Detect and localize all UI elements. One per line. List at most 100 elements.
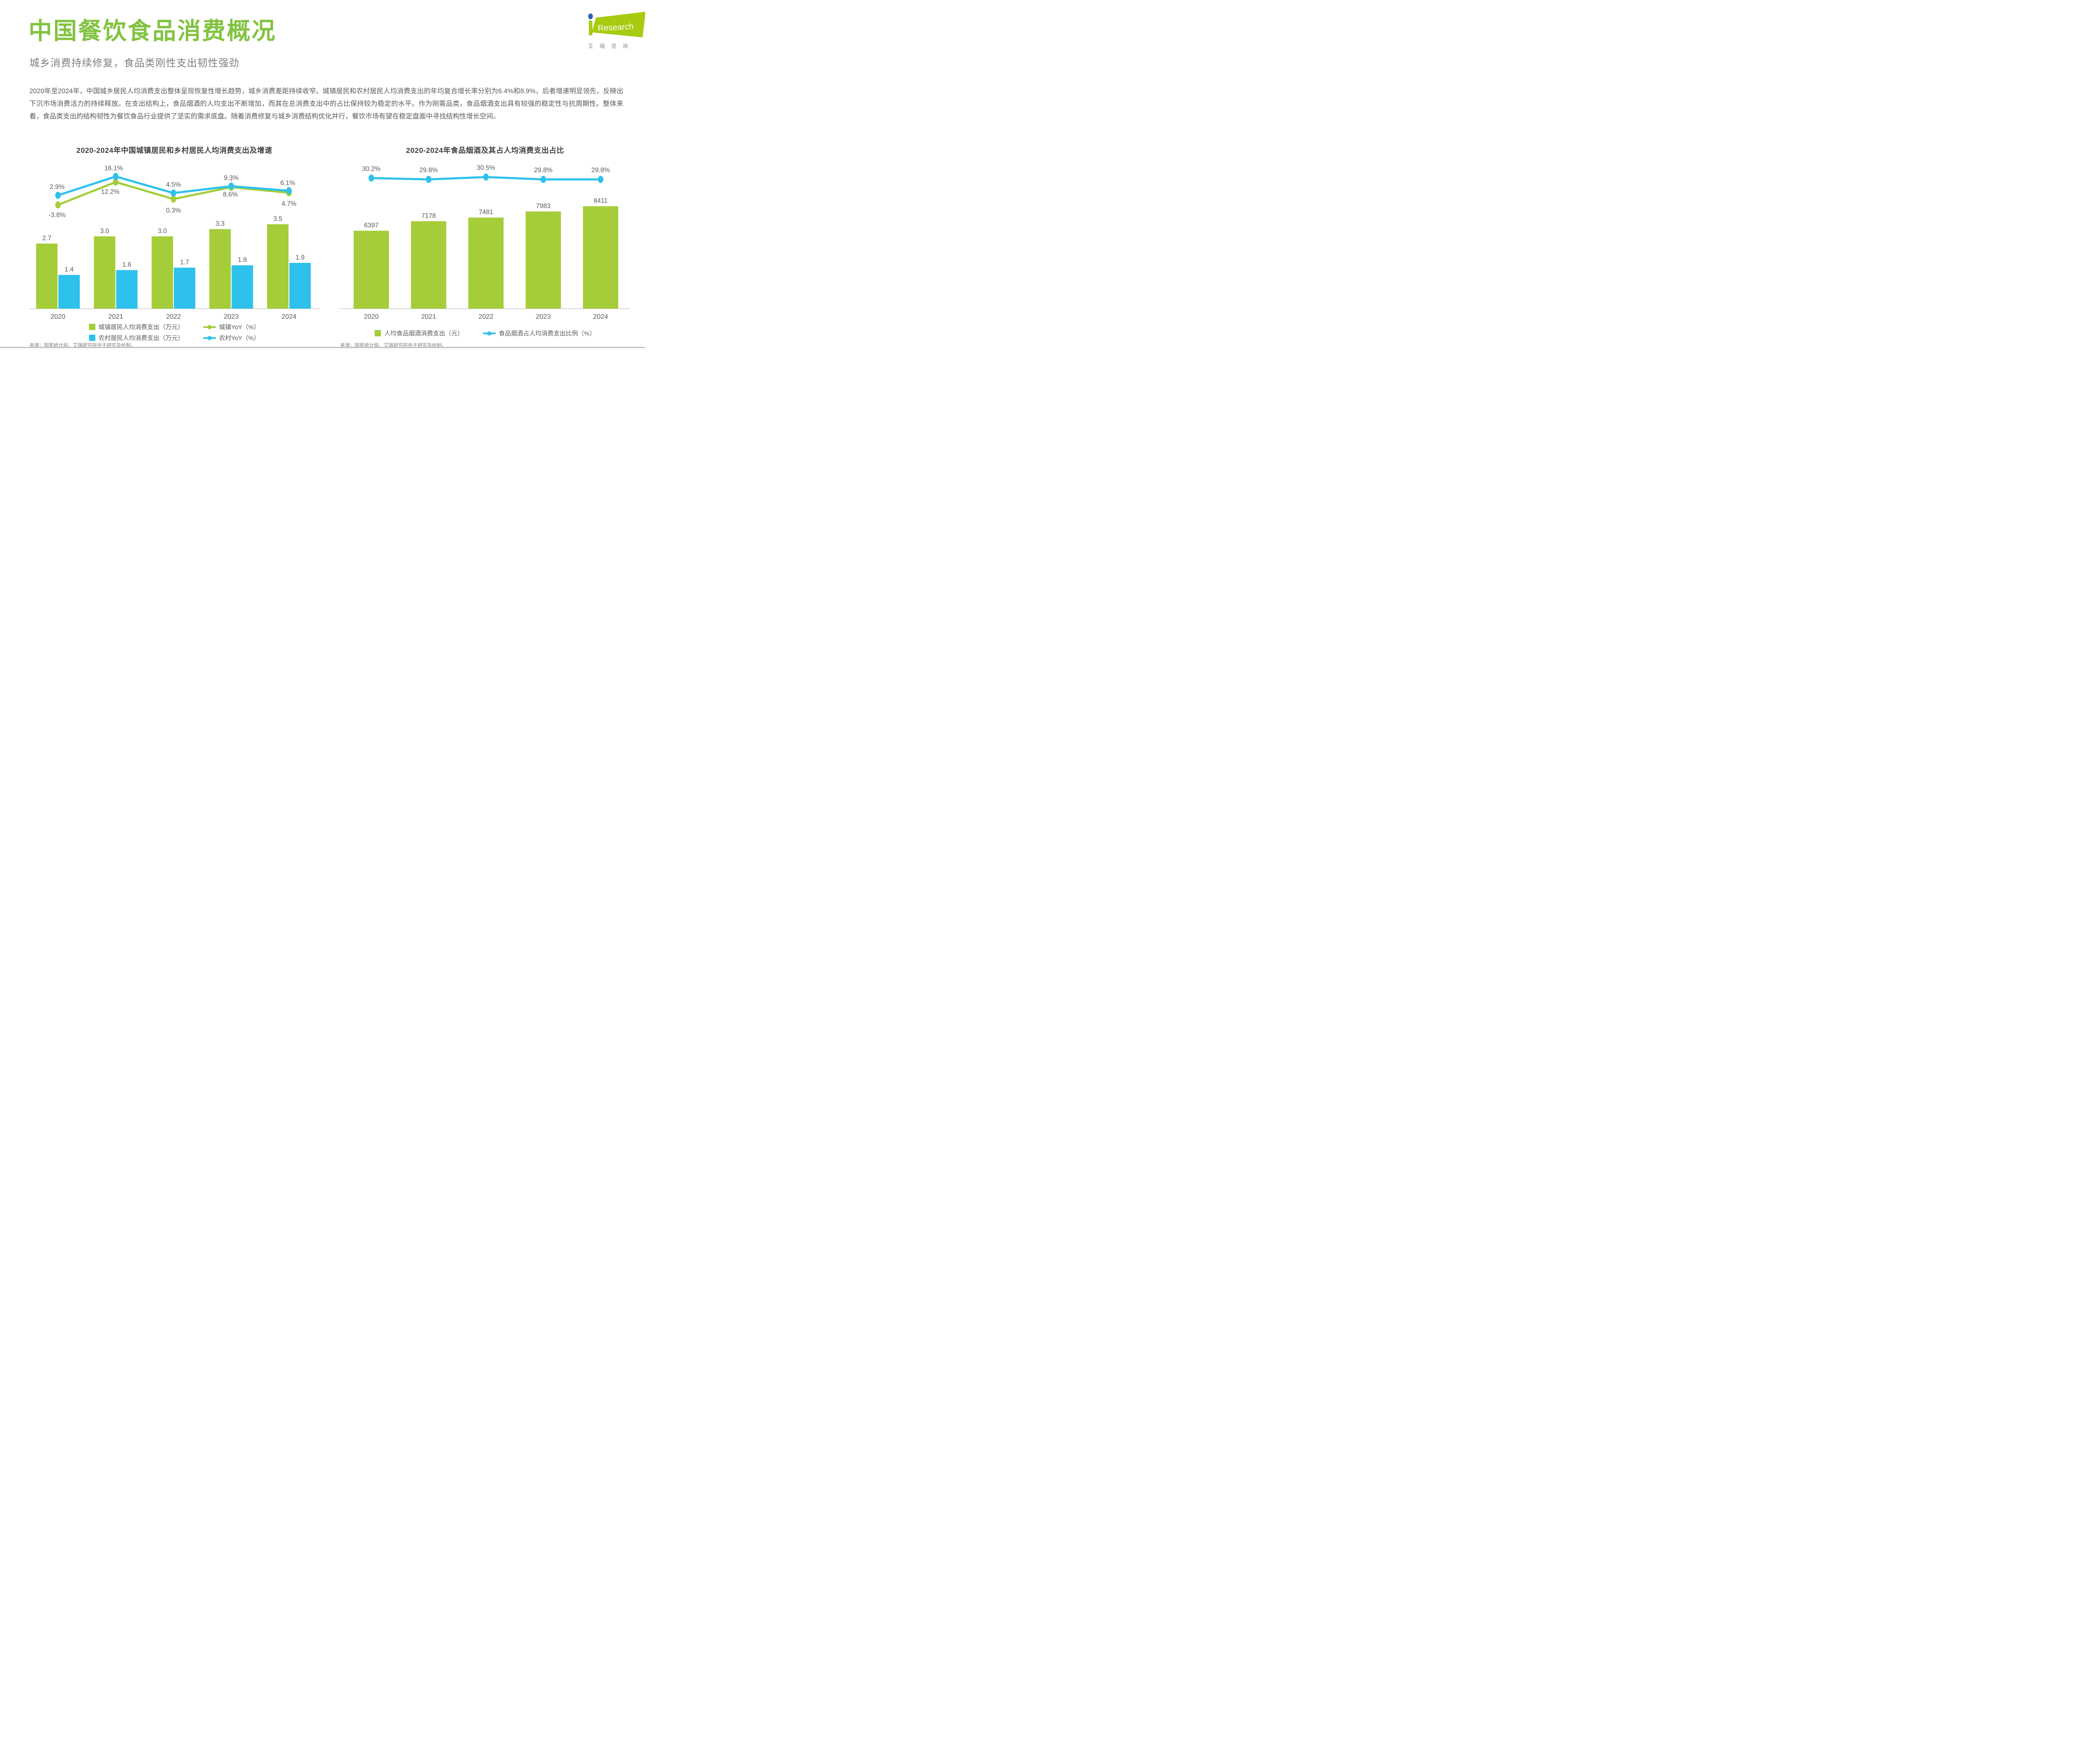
line-value-label: 2.9% [50, 184, 65, 191]
logo-i-dot-icon [588, 13, 593, 19]
bar-value-label: 7178 [421, 212, 436, 220]
bar [174, 268, 195, 309]
data-point [426, 176, 431, 183]
bar [231, 265, 253, 309]
bar [525, 211, 561, 309]
data-point [598, 176, 604, 183]
x-axis-label: 2023 [224, 313, 239, 320]
bar-value-label: 2.7 [42, 235, 52, 242]
bar-value-label: 1.8 [238, 257, 247, 264]
bar-value-label: 8411 [593, 197, 607, 205]
bar-value-label: 3.5 [273, 215, 283, 223]
bar-value-label: 1.9 [296, 254, 305, 261]
data-point [171, 189, 176, 197]
line-value-label: 0.3% [166, 207, 181, 214]
report-slide: 中国餐饮食品消费概况 城乡消费持续修复，食品类刚性支出韧性强劲 2020年至20… [0, 0, 645, 349]
legend-item: 城镇居民人均消费支出（万元） [89, 323, 184, 331]
right-chart-legend: 人均食品烟酒消费支出（元） 食品烟酒占人均消费支出比例（%） [340, 329, 630, 338]
legend-bar-swatch-icon [89, 335, 95, 341]
bar-value-label: 3.0 [158, 228, 167, 235]
line-value-label: 4.7% [281, 200, 297, 207]
line-value-label: 6.1% [280, 179, 295, 186]
legend-item: 人均食品烟酒消费支出（元） [375, 329, 464, 338]
iresearch-logo: Research 艾瑞咨询 [586, 11, 645, 50]
logo-caption: 艾瑞咨询 [588, 43, 635, 49]
logo-i-stem [589, 21, 593, 35]
page-subtitle: 城乡消费持续修复，食品类刚性支出韧性强劲 [29, 58, 239, 69]
left-chart-legend: 城镇居民人均消费支出（万元） 城镇YoY（%） 农村居民人均消费支出（万元） 农村Yo… [29, 323, 319, 342]
bar-value-label: 1.6 [122, 261, 131, 268]
line-value-label: 12.2% [101, 189, 120, 196]
legend-row: 农村居民人均消费支出（万元） 农村YoY（%） [29, 333, 319, 342]
intro-paragraph: 2020年至2024年，中国城乡居民人均消费支出整体呈现恢复性增长趋势，城乡消费… [29, 88, 623, 120]
bar-value-label: 7983 [536, 203, 550, 210]
line-value-label: 29.8% [591, 167, 610, 174]
left-chart-title: 2020-2024年中国城镇居民和乡村居民人均消费支出及增速 [76, 146, 273, 155]
iresearch-logo-icon: Research [588, 12, 645, 37]
footer-divider [0, 347, 645, 348]
data-point [286, 187, 292, 194]
bar [209, 229, 231, 309]
bar-value-label: 1.4 [65, 266, 74, 273]
page-title: 中国餐饮食品消费概况 [29, 18, 276, 44]
line-value-label: 8.6% [223, 191, 238, 198]
legend-label: 人均食品烟酒消费支出（元） [384, 330, 464, 337]
legend-line-swatch-icon [203, 335, 216, 341]
legend-row: 城镇居民人均消费支出（万元） 城镇YoY（%） [29, 323, 319, 331]
x-axis-label: 2023 [536, 313, 551, 320]
data-point [113, 173, 118, 180]
legend-label: 城镇YoY（%） [219, 324, 260, 331]
x-axis-label: 2022 [166, 313, 181, 320]
legend-bar-swatch-icon [89, 324, 95, 330]
legend-line-swatch-icon [203, 324, 216, 330]
line-value-label: 30.2% [362, 165, 381, 173]
x-axis-label: 2024 [281, 313, 297, 320]
data-point [55, 191, 61, 199]
logo-brand-text: Research [598, 22, 634, 33]
legend-label: 农村YoY（%） [219, 335, 260, 342]
x-axis-label: 2021 [421, 313, 436, 320]
logo-trapezoid-shape [592, 12, 645, 37]
line-value-label: 29.8% [534, 167, 553, 174]
legend-item: 城镇YoY（%） [203, 323, 260, 331]
x-axis-label: 2020 [50, 313, 66, 320]
x-axis-label: 2022 [478, 313, 494, 320]
legend-item: 农村YoY（%） [203, 333, 260, 342]
bar [468, 218, 504, 309]
x-axis-label: 2020 [364, 313, 379, 320]
bar-value-label: 6397 [364, 222, 378, 229]
bar [58, 275, 80, 309]
line-value-label: 30.5% [477, 165, 495, 172]
x-axis-label: 2024 [593, 313, 608, 320]
bar [411, 221, 446, 309]
bar [36, 244, 58, 309]
data-point [483, 173, 489, 181]
legend-bar-swatch-icon [375, 330, 381, 336]
data-point [541, 176, 546, 183]
bar [289, 262, 311, 309]
line-value-label: 4.5% [166, 181, 181, 189]
legend-label: 城镇居民人均消费支出（万元） [98, 324, 184, 331]
bar [116, 270, 138, 309]
bar-value-label: 3.0 [100, 228, 109, 235]
data-point [55, 201, 61, 209]
data-point [113, 178, 118, 186]
right-chart-title: 2020-2024年食品烟酒及其占人均消费支出占比 [406, 146, 564, 155]
data-point [171, 195, 176, 203]
bar [94, 236, 116, 309]
bar [267, 224, 289, 309]
legend-row: 人均食品烟酒消费支出（元） 食品烟酒占人均消费支出比例（%） [340, 329, 630, 338]
legend-item: 农村居民人均消费支出（万元） [89, 333, 184, 342]
legend-label: 农村居民人均消费支出（万元） [98, 335, 184, 342]
bar [583, 206, 618, 309]
line-value-label: -3.8% [49, 212, 66, 219]
bar-value-label: 7481 [479, 209, 493, 216]
legend-line-swatch-icon [483, 330, 496, 336]
data-point [368, 174, 374, 182]
line-value-label: 16.1% [105, 165, 123, 172]
urban-rural-expenditure-chart: 2.7 3.0 3.0 3.3 3.5 1.4 1.6 1.7 1.8 1.9 -3.8% 12.2%… [29, 165, 319, 320]
data-point [228, 182, 234, 190]
bar-value-label: 3.3 [215, 220, 225, 228]
bar-value-label: 1.7 [180, 259, 189, 266]
legend-item: 食品烟酒占人均消费支出比例（%） [483, 329, 596, 338]
